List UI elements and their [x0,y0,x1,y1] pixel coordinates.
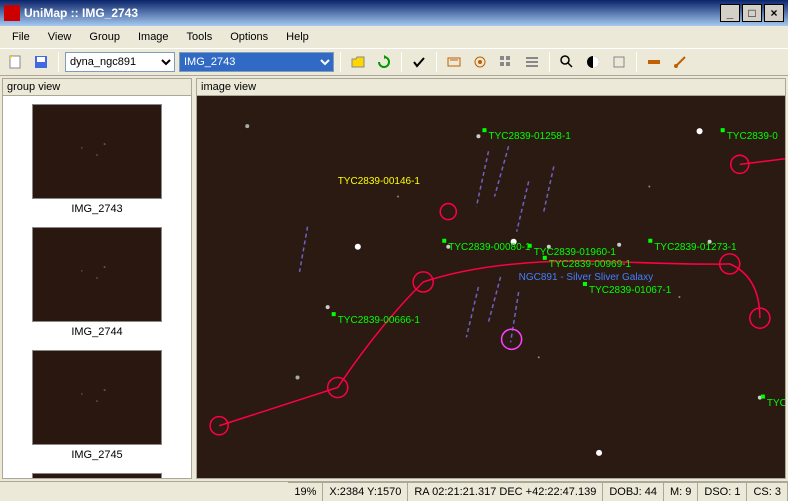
image-view-title: image view [197,79,785,96]
maximize-button[interactable]: □ [742,4,762,22]
close-button[interactable]: × [764,4,784,22]
tool3-icon[interactable] [608,51,630,73]
status-dso: DSO: 1 [698,482,747,501]
thumbnail-image [32,104,162,199]
menu-options[interactable]: Options [222,29,276,45]
menu-image[interactable]: Image [130,29,177,45]
status-dobj: DOBJ: 44 [603,482,664,501]
menu-group[interactable]: Group [81,29,128,45]
zoom-icon[interactable] [556,51,578,73]
status-zoom: 19% [288,482,323,501]
overlay-svg [197,96,785,478]
list-icon[interactable] [521,51,543,73]
grid-icon[interactable] [495,51,517,73]
image-dropdown[interactable]: IMG_2743 [179,52,334,72]
tool4-icon[interactable] [643,51,665,73]
status-m: M: 9 [664,482,698,501]
star-label: TYC2839-00666-1 [338,315,420,326]
star-label: NGC891 - Silver Sliver Galaxy [519,272,653,283]
thumbnail-list[interactable]: IMG_2743 IMG_2744 IMG_2745 [3,96,191,478]
folder-icon[interactable] [347,51,369,73]
star-label: TYC2839-0 [727,131,778,142]
thumbnail-item[interactable] [11,473,183,478]
star-label: TYC2839-01960-1 [534,247,616,258]
thumbnail-item[interactable]: IMG_2744 [11,227,183,338]
thumbnail-label: IMG_2744 [11,326,183,338]
star-label: TYC2839-00969-1 [549,259,631,270]
menu-help[interactable]: Help [278,29,317,45]
new-icon[interactable] [4,51,26,73]
content-area: group view IMG_2743 IMG_2744 IMG_2745 imag… [0,76,788,481]
tool2-icon[interactable] [469,51,491,73]
app-icon [4,5,20,21]
star-label: TYC2839-01258-1 [488,131,570,142]
tool1-icon[interactable] [443,51,465,73]
status-coord: X:2384 Y:1570 [323,482,408,501]
window-controls: _ □ × [720,4,784,22]
save-icon[interactable] [30,51,52,73]
menu-view[interactable]: View [40,29,80,45]
star-label: TYC2839-00080-1 [448,242,530,253]
star-label: TYC [767,398,785,409]
minimize-button[interactable]: _ [720,4,740,22]
thumbnail-image [32,227,162,322]
window-title: UniMap :: IMG_2743 [24,6,720,20]
check-icon[interactable] [408,51,430,73]
status-cs: CS: 3 [747,482,788,501]
image-view-panel: image view TYC2839-01258-1TYC2839-0TYC28… [196,78,786,479]
toolbar: dyna_ngc891 IMG_2743 [0,48,788,76]
menu-tools[interactable]: Tools [179,29,221,45]
titlebar: UniMap :: IMG_2743 _ □ × [0,0,788,26]
thumbnail-label: IMG_2745 [11,449,183,461]
status-radec: RA 02:21:21.317 DEC +42:22:47.139 [408,482,603,501]
group-view-title: group view [3,79,191,96]
statusbar: 19% X:2384 Y:1570 RA 02:21:21.317 DEC +4… [0,481,788,501]
thumbnail-label: IMG_2743 [11,203,183,215]
star-label: TYC2839-01273-1 [654,242,736,253]
group-view-panel: group view IMG_2743 IMG_2744 IMG_2745 [2,78,192,479]
refresh-icon[interactable] [373,51,395,73]
star-label: TYC2839-01067-1 [589,285,671,296]
contrast-icon[interactable] [582,51,604,73]
thumbnail-item[interactable]: IMG_2745 [11,350,183,461]
thumbnail-item[interactable]: IMG_2743 [11,104,183,215]
thumbnail-image [32,350,162,445]
menubar: FileViewGroupImageToolsOptionsHelp [0,26,788,48]
star-label: TYC2839-00146-1 [338,176,420,187]
menu-file[interactable]: File [4,29,38,45]
image-viewport[interactable]: TYC2839-01258-1 TYC2839-0 TYC2839-00146-1 T… [197,96,785,478]
group-dropdown[interactable]: dyna_ngc891 [65,52,175,72]
tool5-icon[interactable] [669,51,691,73]
